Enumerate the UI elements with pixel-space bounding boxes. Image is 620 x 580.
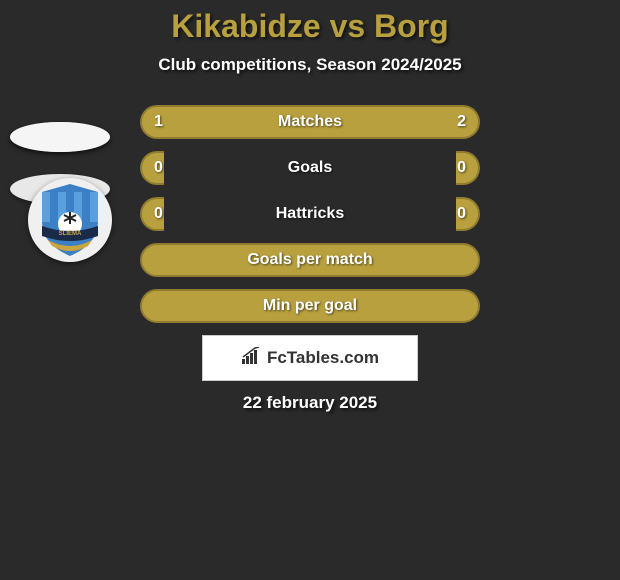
watermark-text: FcTables.com [267,348,379,368]
comparison-title: Kikabidze vs Borg [0,8,620,45]
stat-label: Min per goal [140,289,480,323]
svg-text:SLIEMA: SLIEMA [59,231,82,237]
watermark-box: FcTables.com [202,335,418,381]
date-text: 22 february 2025 [0,393,620,413]
stat-label: Goals per match [140,243,480,277]
club-crest: SLIEMA [28,178,112,262]
stat-label: Goals [140,151,480,185]
stat-row: 00Goals [140,151,480,185]
chart-bars-icon [241,347,263,370]
stat-row: 00Hattricks [140,197,480,231]
stat-label: Matches [140,105,480,139]
player-right-badge [10,122,110,152]
stat-label: Hattricks [140,197,480,231]
stat-row: 12Matches [140,105,480,139]
watermark: FcTables.com [241,347,379,370]
comparison-subtitle: Club competitions, Season 2024/2025 [0,55,620,75]
stat-row: Min per goal [140,289,480,323]
stat-row: Goals per match [140,243,480,277]
